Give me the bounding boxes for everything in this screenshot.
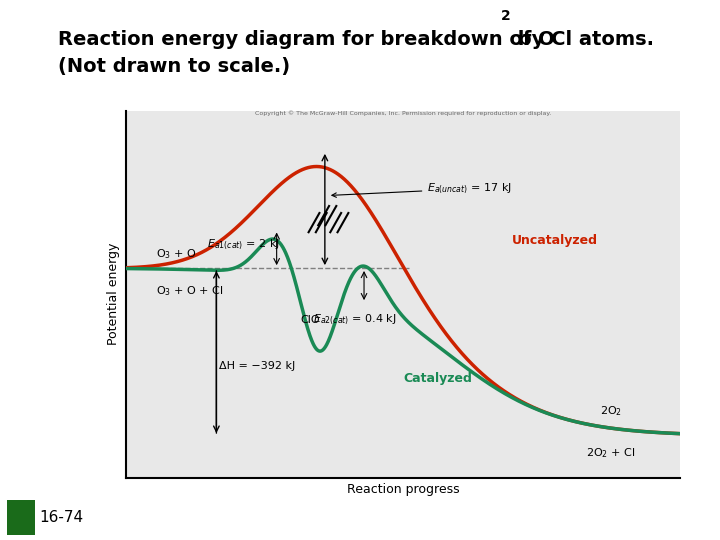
Text: 2: 2 bbox=[500, 9, 510, 23]
Text: ΔH = −392 kJ: ΔH = −392 kJ bbox=[220, 361, 296, 371]
Y-axis label: Potential energy: Potential energy bbox=[107, 243, 120, 346]
Text: 2O$_2$: 2O$_2$ bbox=[600, 404, 622, 418]
X-axis label: Reaction progress: Reaction progress bbox=[347, 483, 459, 496]
Text: Uncatalyzed: Uncatalyzed bbox=[512, 234, 598, 247]
Text: ClO: ClO bbox=[300, 315, 320, 325]
Text: Reaction energy diagram for breakdown of O: Reaction energy diagram for breakdown of… bbox=[58, 30, 554, 49]
Text: 16-74: 16-74 bbox=[40, 510, 84, 524]
Text: $E_{a(uncat)}$ = 17 kJ: $E_{a(uncat)}$ = 17 kJ bbox=[332, 181, 512, 197]
Text: by Cl atoms.: by Cl atoms. bbox=[511, 30, 654, 49]
Text: Copyright © The McGraw-Hill Companies, Inc. Permission required for reproduction: Copyright © The McGraw-Hill Companies, I… bbox=[255, 111, 552, 116]
Text: $E_{a2(cat)}$ = 0.4 kJ: $E_{a2(cat)}$ = 0.4 kJ bbox=[312, 313, 396, 327]
Text: Catalyzed: Catalyzed bbox=[403, 372, 472, 384]
Text: $E_{a1(cat)}$ = 2 kJ: $E_{a1(cat)}$ = 2 kJ bbox=[207, 238, 280, 252]
Text: (Not drawn to scale.): (Not drawn to scale.) bbox=[58, 57, 289, 76]
Text: O$_3$ + O: O$_3$ + O bbox=[156, 247, 197, 261]
Bar bbox=[7, 500, 35, 535]
Text: O$_3$ + O + Cl: O$_3$ + O + Cl bbox=[156, 284, 224, 298]
Text: 2O$_2$ + Cl: 2O$_2$ + Cl bbox=[586, 447, 636, 460]
